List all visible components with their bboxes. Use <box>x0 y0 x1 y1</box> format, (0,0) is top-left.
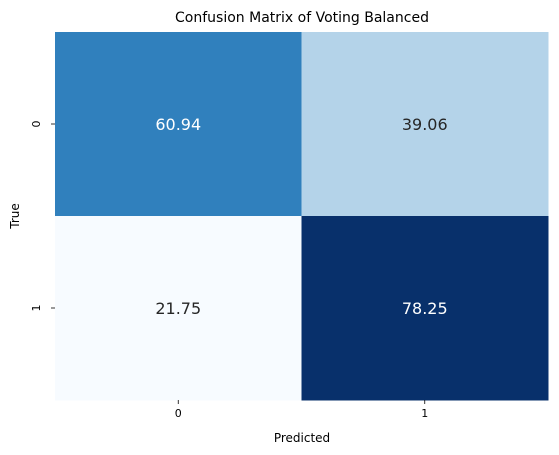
heatmap-cell-1-1 <box>301 216 549 401</box>
cell-value-label-1-0: 21.75 <box>155 299 201 318</box>
y-tick-label-0: 0 <box>30 121 43 128</box>
y-axis: 01 <box>30 121 55 312</box>
x-tick-label-0: 0 <box>175 407 182 420</box>
heatmap-cells <box>55 32 549 401</box>
cell-value-label-1-1: 78.25 <box>402 299 448 318</box>
cell-value-labels: 60.94 39.06 21.75 78.25 <box>155 115 447 318</box>
chart-title: Confusion Matrix of Voting Balanced <box>175 10 429 26</box>
x-tick-label-1: 1 <box>421 407 428 420</box>
heatmap-cell-1-0 <box>55 216 302 401</box>
x-axis-label: Predicted <box>274 431 330 445</box>
cell-value-label-0-0: 60.94 <box>155 115 201 134</box>
heatmap-cell-0-0 <box>55 32 302 217</box>
y-axis-label: True <box>8 203 22 230</box>
heatmap-cell-0-1 <box>301 32 549 217</box>
y-tick-label-1: 1 <box>30 305 43 312</box>
cell-value-label-0-1: 39.06 <box>402 115 448 134</box>
